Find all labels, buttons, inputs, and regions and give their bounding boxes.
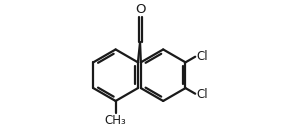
Text: Cl: Cl [196,88,208,101]
Text: Cl: Cl [196,50,208,63]
Text: O: O [135,3,145,16]
Text: CH₃: CH₃ [105,114,126,127]
